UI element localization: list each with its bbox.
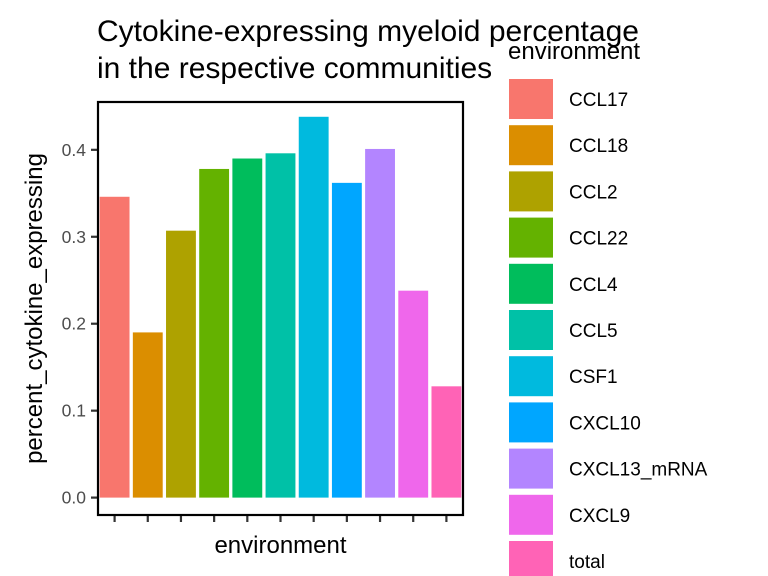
legend-key-ccl2 [509, 171, 553, 212]
bar-cxcl10 [331, 182, 362, 498]
y-axis-label: percent_cytokine_expressing [21, 153, 48, 464]
bars [99, 116, 462, 498]
legend-label: CXCL10 [569, 413, 641, 434]
legend: CCL17 CCL18 CCL2 CCL22 CCL4 CCL5 CSF1 CXCL10 CXC… [509, 79, 708, 576]
bar-cxcl13-mrna [365, 148, 395, 498]
bar-ccl5 [265, 153, 296, 498]
y-tick-label: 0.4 [62, 140, 87, 160]
legend-label: CCL4 [569, 275, 618, 296]
legend-label: CCL5 [569, 321, 618, 342]
y-axis: 0.0 0.1 0.2 0.3 0.4 [62, 140, 98, 508]
bar-ccl4 [232, 158, 263, 498]
bar-csf1 [298, 116, 329, 498]
legend-key-csf1 [509, 356, 553, 397]
legend-label: CXCL9 [569, 506, 630, 527]
legend-key-ccl4 [509, 263, 553, 304]
bar-cxcl9 [398, 290, 429, 498]
chart-title-line-2: in the respective communities [97, 52, 492, 85]
legend-label: CCL18 [569, 136, 628, 157]
y-tick-label: 0.1 [62, 401, 86, 421]
legend-label: CCL2 [569, 182, 618, 203]
legend-key-ccl5 [509, 310, 553, 350]
x-axis [113, 515, 448, 522]
legend-label: CCL22 [569, 229, 628, 250]
bar-total [431, 386, 462, 498]
legend-label: total [569, 552, 605, 573]
chart-title-line-1: Cytokine-expressing myeloid percentage [97, 15, 639, 48]
legend-label: CXCL13_mRNA [569, 460, 708, 481]
legend-key-cxcl13-mrna [509, 448, 553, 489]
legend-key-total [509, 541, 553, 576]
legend-key-cxcl9 [509, 494, 553, 535]
legend-label: CCL17 [569, 90, 628, 111]
y-tick-label: 0.0 [62, 488, 87, 508]
legend-label: CSF1 [569, 367, 618, 388]
bar-ccl17 [99, 196, 130, 498]
bar-ccl22 [199, 168, 230, 498]
bar-ccl18 [132, 332, 163, 498]
plot-panel-border [96, 100, 465, 517]
y-tick-label: 0.2 [62, 314, 86, 334]
legend-key-ccl17 [509, 79, 553, 119]
legend-key-ccl18 [509, 125, 553, 166]
legend-key-ccl22 [509, 217, 553, 258]
y-tick-label: 0.3 [62, 227, 86, 247]
legend-key-cxcl10 [509, 402, 553, 443]
legend-title: environment [508, 38, 640, 65]
x-axis-label: environment [214, 532, 346, 559]
bar-ccl2 [166, 230, 196, 498]
